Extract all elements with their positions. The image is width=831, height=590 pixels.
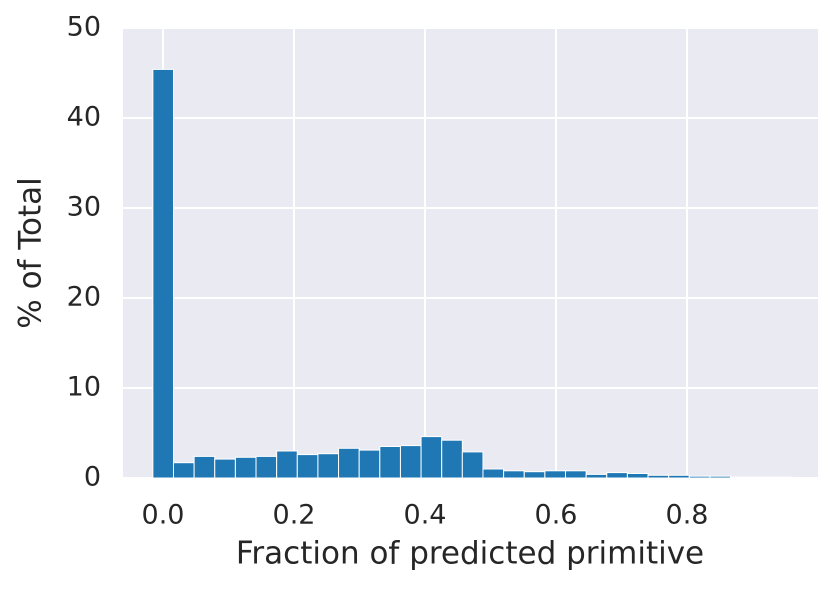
bar <box>441 439 463 479</box>
bar <box>172 462 195 479</box>
y-tick-label: 30 <box>67 192 101 223</box>
y-tick-label: 20 <box>67 282 101 313</box>
bar <box>688 475 711 479</box>
bar <box>255 455 278 479</box>
bar <box>234 456 257 479</box>
bar <box>276 450 298 479</box>
bar <box>503 470 525 479</box>
bar <box>606 472 628 479</box>
bar <box>193 455 216 479</box>
bar <box>709 475 732 479</box>
bar <box>750 476 773 479</box>
y-axis-label: % of Total <box>13 177 49 328</box>
y-tick-label: 10 <box>67 372 101 403</box>
bar <box>565 470 587 479</box>
bar <box>296 454 319 479</box>
bar <box>482 468 505 479</box>
bar <box>544 470 567 479</box>
y-tick-label: 0 <box>84 462 101 493</box>
bars <box>152 68 793 479</box>
y-tick-label: 40 <box>67 102 101 133</box>
bar <box>523 471 546 479</box>
grid <box>123 27 818 479</box>
bar <box>152 68 174 479</box>
bar <box>338 447 360 479</box>
bar <box>214 458 236 479</box>
x-tick-label: 0.8 <box>666 500 709 531</box>
bar <box>461 451 484 479</box>
bar <box>647 474 670 479</box>
bar <box>585 473 608 479</box>
x-tick-label: 0.4 <box>404 500 447 531</box>
x-tick-label: 0.0 <box>142 500 185 531</box>
x-tick-label: 0.2 <box>273 500 316 531</box>
bar <box>771 476 793 479</box>
bar <box>420 436 443 479</box>
bar <box>317 453 340 479</box>
bar <box>668 474 690 479</box>
bar <box>379 446 401 479</box>
bar <box>358 449 381 479</box>
bar <box>626 473 649 479</box>
plot-area <box>123 28 818 478</box>
x-tick-label: 0.6 <box>535 500 578 531</box>
bar <box>399 445 422 479</box>
bar <box>730 476 752 479</box>
x-axis-label: Fraction of predicted primitive <box>236 536 704 572</box>
y-tick-label: 50 <box>67 12 101 43</box>
